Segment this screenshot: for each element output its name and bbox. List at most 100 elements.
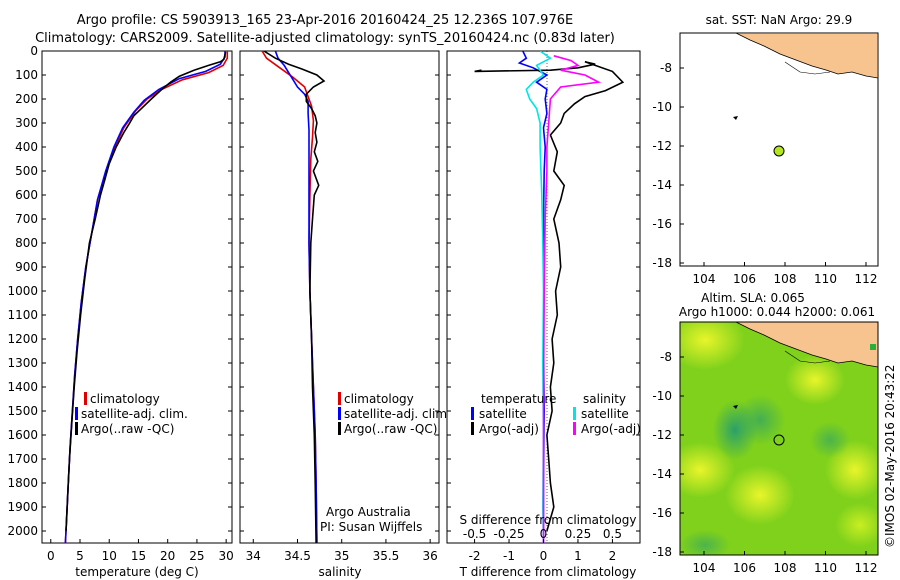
map-y-tick-label: -10 (652, 100, 672, 114)
series-line (263, 51, 326, 543)
depth-tick-label: 900 (15, 260, 38, 274)
map-y-tick-label: -16 (652, 506, 672, 520)
x-tick-label: 34.5 (284, 549, 311, 563)
map-y-tick-label: -18 (652, 256, 672, 270)
depth-tick-label: 100 (15, 68, 38, 82)
map-y-tick-label: -12 (652, 139, 672, 153)
map-x-tick-label: 104 (693, 272, 716, 286)
map-y-tick-label: -18 (652, 545, 672, 559)
sst-map-title: sat. SST: NaN Argo: 29.9 (706, 13, 853, 27)
map-x-tick-label: 110 (814, 561, 837, 575)
depth-tick-label: 700 (15, 212, 38, 226)
map-x-tick-label: 106 (733, 561, 756, 575)
map-x-tick-label: 110 (814, 272, 837, 286)
x-tick-label: -2 (469, 549, 481, 563)
argo-position-marker (773, 145, 785, 157)
depth-tick-label: 1200 (7, 332, 38, 346)
x-tick-label: 25 (189, 549, 204, 563)
legend-sal-satellite: satellite (581, 407, 629, 421)
legend-climatology: climatology (344, 392, 414, 406)
x-tick-label: 36 (423, 549, 438, 563)
salinity-panel: 34 34.5 35 35.5 36 salinity climatology sate… (239, 50, 451, 579)
depth-tick-label: 400 (15, 140, 38, 154)
x-tick-label: 0 (47, 549, 55, 563)
salinity-plot-frame (239, 50, 440, 544)
java-coastline (735, 33, 878, 79)
series-line (65, 52, 227, 532)
map-x-tick-label: 112 (855, 561, 878, 575)
depth-tick-label: 1600 (7, 428, 38, 442)
depth-tick-label: 1500 (7, 404, 38, 418)
depth-tick-label: 800 (15, 236, 38, 250)
map-y-tick-label: -16 (652, 217, 672, 231)
x-top-tick-label: -0.5 (463, 527, 486, 541)
depth-tick-label: 300 (15, 116, 38, 130)
x-tick-label: 10 (102, 549, 117, 563)
credit-line-2: PI: Susan Wijffels (320, 520, 422, 534)
depth-tick-label: 1300 (7, 356, 38, 370)
series-line (542, 55, 602, 543)
x-tick-label: 35 (334, 549, 349, 563)
x-top-tick-label: 0 (540, 527, 548, 541)
map-x-tick-label: 104 (693, 561, 716, 575)
depth-tick-label: 2000 (7, 524, 38, 538)
depth-tick-label: 1400 (7, 380, 38, 394)
credit-line-1: Argo Australia (326, 505, 411, 519)
depth-tick-label: 1100 (7, 308, 38, 322)
coastline-outline (784, 61, 831, 75)
depth-tick-label: 200 (15, 92, 38, 106)
x-tick-label: 1 (574, 549, 582, 563)
depth-tick-label: 1700 (7, 452, 38, 466)
depth-tick-label: 500 (15, 164, 38, 178)
x-tick-label: 34 (246, 549, 261, 563)
legend-temp-satellite: satellite (479, 407, 527, 421)
difference-legend: temperature satellite Argo(-adj) salinit… (471, 392, 641, 436)
depth-axis: 0 100 200 300 400 500 600 700 800 900 1000 1100 1200… (7, 44, 38, 538)
float-track-marker (733, 405, 738, 409)
sla-map-title-1: Altim. SLA: 0.065 (701, 291, 805, 305)
legend-salinity-title: salinity (583, 392, 626, 406)
legend-sal-argo: Argo(-adj) (581, 422, 641, 436)
map-y-tick-label: -8 (660, 350, 672, 364)
map-x-tick-label: 112 (855, 272, 878, 286)
depth-tick-label: 600 (15, 188, 38, 202)
sla-map-frame (679, 321, 879, 556)
sla-map-title-2: Argo h1000: 0.044 h2000: 0.061 (679, 305, 875, 319)
temperature-plot-frame (41, 50, 233, 544)
title-line-2: Climatology: CARS2009. Satellite-adjuste… (35, 31, 615, 46)
x-tick-label: 2 (609, 549, 617, 563)
x-tick-label: -1 (503, 549, 515, 563)
x-top-tick-label: -0.25 (494, 527, 525, 541)
temperature-x-label: temperature (deg C) (75, 565, 198, 579)
series-line (274, 51, 318, 543)
sla-map: Altim. SLA: 0.065 Argo h1000: 0.044 h200… (652, 291, 879, 575)
salinity-legend: climatology satellite-adj. clim. Argo(..… (338, 392, 451, 436)
map-x-tick-label: 108 (774, 272, 797, 286)
s-diff-label: S difference from climatology (460, 513, 637, 527)
salinity-x-label: salinity (318, 565, 361, 579)
legend-temp-argo: Argo(-adj) (479, 422, 539, 436)
series-line (474, 61, 625, 532)
timestamp: ©IMOS 02-May-2016 20:43:22 (883, 364, 897, 548)
argo-position-ring (773, 434, 785, 446)
x-tick-label: 5 (76, 549, 84, 563)
x-tick-label: 20 (160, 549, 175, 563)
map-y-tick-label: -12 (652, 428, 672, 442)
map-y-tick-label: -8 (660, 61, 672, 75)
sst-map: sat. SST: NaN Argo: 29.9 104 106 108 110 112… (652, 13, 879, 286)
map-y-tick-label: -14 (652, 178, 672, 192)
x-tick-label: 35.5 (373, 549, 400, 563)
java-coastline (735, 322, 878, 368)
x-tick-label: 30 (219, 549, 234, 563)
legend-argo: Argo(..raw -QC) (344, 422, 437, 436)
map-y-tick-label: -14 (652, 467, 672, 481)
x-top-tick-label: 0.25 (565, 527, 592, 541)
legend-satellite: satellite-adj. clim. (81, 407, 188, 421)
difference-panel: -2 -1 0 1 2 -0.5 -0.25 0 0.25 0.5 S difference fr… (446, 50, 641, 579)
x-top-tick-label: 0.5 (603, 527, 622, 541)
float-track-marker (733, 116, 738, 120)
depth-tick-label: 1900 (7, 500, 38, 514)
map-x-tick-label: 108 (774, 561, 797, 575)
legend-temperature-title: temperature (481, 392, 556, 406)
